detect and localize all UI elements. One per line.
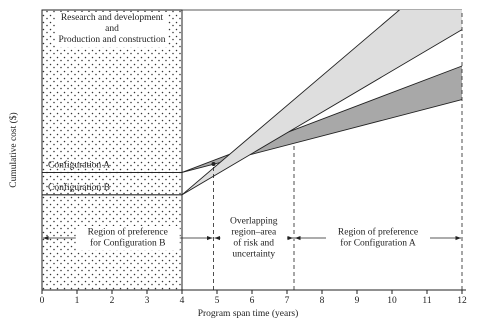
region-label-bg [326, 226, 430, 250]
band-edge [42, 99, 463, 173]
series-label: Configuration B [48, 182, 110, 193]
region-label: of risk and [233, 238, 274, 249]
x-tick-label: 0 [40, 296, 45, 306]
region-label: Region of preference [338, 227, 418, 238]
band-edge [42, 29, 463, 196]
region-label-bg [75, 226, 180, 250]
phase-label: Research and development [61, 13, 164, 23]
band-fill [42, 10, 462, 195]
x-tick-label: 7 [285, 296, 290, 306]
region-label: for Configuration A [340, 238, 416, 249]
x-axis-label: Program span time (years) [198, 308, 299, 319]
x-tick-label: 8 [320, 296, 325, 306]
x-tick-label: 2 [110, 296, 115, 306]
region-label: for Configuration B [90, 238, 165, 249]
x-tick-label: 12 [457, 296, 467, 306]
x-tick-label: 3 [145, 296, 150, 306]
crossover-point [211, 162, 216, 166]
region-label: Region of preference [88, 227, 168, 238]
x-tick-label: 6 [250, 296, 255, 306]
region-label: Overlapping [230, 217, 278, 227]
plot-area [42, 10, 463, 196]
phase-label-bg [56, 12, 168, 47]
region-label-bg [220, 215, 287, 261]
phase-label: and [105, 24, 119, 34]
series-label: Configuration A [48, 160, 110, 171]
x-tick-label: 5 [215, 296, 220, 306]
y-axis-label: Cumulative cost ($) [8, 112, 19, 187]
x-tick-label: 10 [387, 296, 397, 306]
region-label: uncertainty [232, 250, 275, 260]
region-label: region–area [231, 228, 277, 238]
x-tick-label: 4 [180, 296, 185, 306]
x-tick-label: 1 [75, 296, 80, 306]
x-tick-label: 11 [422, 296, 431, 306]
phase-label: Production and construction [58, 35, 165, 45]
x-tick-label: 9 [355, 296, 360, 306]
